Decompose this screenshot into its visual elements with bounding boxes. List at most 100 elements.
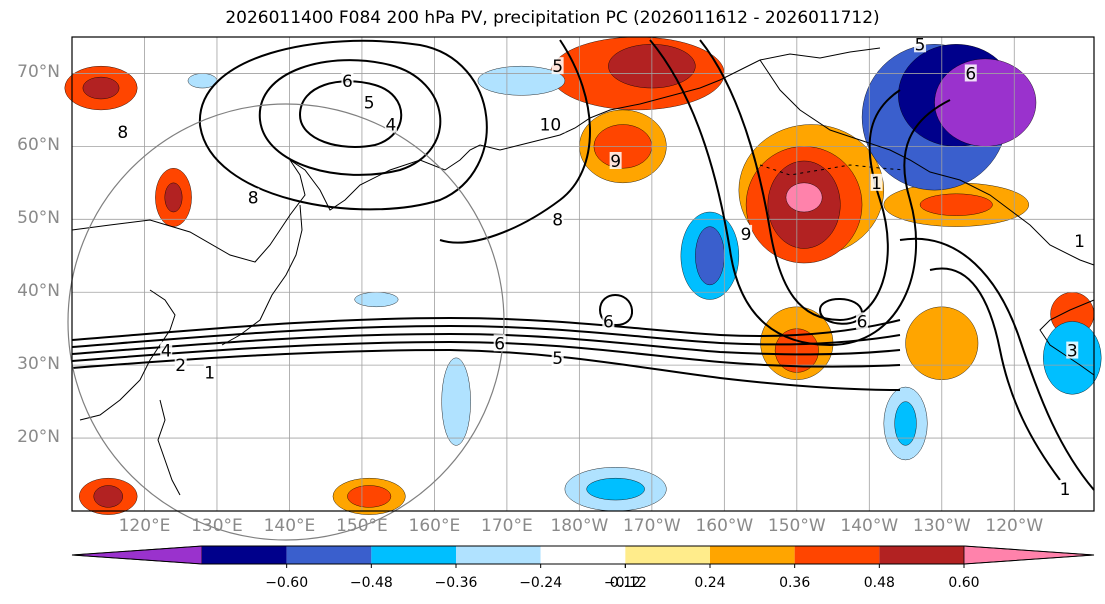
pv-contour-low <box>258 59 442 176</box>
contour-label-background <box>1066 341 1079 359</box>
reference-circle <box>67 103 505 541</box>
colorbar-segment <box>286 546 372 564</box>
pv-contour-ridge <box>439 39 591 244</box>
precip-negative-anomaly <box>586 477 645 501</box>
contour-label: 9 <box>741 225 752 245</box>
contour-label-background <box>544 115 566 133</box>
precip-positive-anomaly <box>347 485 392 508</box>
contour-label-background <box>609 151 622 169</box>
latitude-label: 20°N <box>17 427 60 448</box>
longitude-label: 130°W <box>912 516 971 536</box>
pv-contour-low <box>198 39 488 211</box>
longitude-label: 170°E <box>481 516 533 536</box>
contour-label-background <box>247 188 260 206</box>
graticule <box>72 37 1094 511</box>
aleutian-islands <box>759 164 906 176</box>
colorbar-segment <box>371 546 456 564</box>
contour-label-background <box>1059 480 1072 498</box>
longitude-label: 140°W <box>840 516 899 536</box>
longitude-label: 160°W <box>695 516 754 536</box>
contour-label: 5 <box>552 57 563 77</box>
map-frame <box>71 36 1095 512</box>
contour-label: 8 <box>552 210 563 230</box>
precip-positive-anomaly <box>164 182 183 213</box>
pv-contour-low <box>298 80 403 148</box>
contour-label: 1 <box>871 174 882 194</box>
pv-contour-east <box>899 237 1095 491</box>
precip-negative-anomaly <box>894 401 917 446</box>
colorbar-extend-max <box>963 545 1095 565</box>
contour-label: 1 <box>1060 480 1071 500</box>
contour-label-background <box>116 122 129 140</box>
contour-label-background <box>856 312 869 330</box>
contour-label: 2 <box>175 356 186 376</box>
contour-label: 5 <box>915 35 926 55</box>
contour-label: 4 <box>161 342 172 362</box>
contour-label-background <box>870 173 883 191</box>
longitude-label: 120°E <box>118 516 171 536</box>
contour-label: 6 <box>494 334 505 354</box>
pv-contour-trough <box>699 39 901 322</box>
pv-contour-jet <box>71 332 901 356</box>
contour-label-background <box>551 348 564 366</box>
contour-label: 9 <box>610 152 621 172</box>
longitude-label: 180°W <box>550 516 609 536</box>
colorbar-tick-label: 0.12 <box>609 575 641 591</box>
coastline-philippines <box>157 399 181 496</box>
contour-label: 8 <box>117 123 128 143</box>
coastline-alaska <box>759 59 1095 266</box>
contour-label: 3 <box>1067 342 1078 362</box>
precip-positive-anomaly <box>82 76 120 100</box>
contour-label-background <box>551 210 564 228</box>
precip-negative-anomaly <box>441 357 471 446</box>
colorbar-segment <box>625 546 710 564</box>
contour-label: 5 <box>364 94 375 114</box>
contour-label: 6 <box>342 72 353 92</box>
colorbar-tick-label: 0.36 <box>779 575 811 591</box>
contour-label-background <box>363 93 376 111</box>
contour-label: 6 <box>965 64 976 84</box>
contour-label-background <box>160 341 173 359</box>
longitude-label: 130°E <box>191 516 243 536</box>
contour-label-background <box>341 71 354 89</box>
colorbar-segment <box>879 546 964 564</box>
precip-positive-anomaly <box>93 485 123 508</box>
colorbar-tick-label: −0.48 <box>349 575 393 591</box>
precip-negative-anomaly <box>354 292 399 308</box>
latitude-label: 60°N <box>17 135 60 156</box>
longitude-label: 140°E <box>263 516 316 536</box>
colorbar-tick-label: 0.24 <box>694 575 726 591</box>
contour-label-background <box>1073 232 1086 250</box>
longitude-label: 170°W <box>622 516 681 536</box>
pv-contour-jet <box>71 348 901 391</box>
colorbar-tick-label: −0.12 <box>603 575 647 591</box>
contour-label-background <box>203 363 216 381</box>
contour-label-background <box>174 356 187 374</box>
pv-contour-ring <box>818 298 863 325</box>
colorbar-tick-label: 0.48 <box>863 575 895 591</box>
contour-label: 5 <box>552 349 563 369</box>
latitude-label: 40°N <box>17 281 60 302</box>
pv-contours <box>71 39 1095 491</box>
coastlines <box>71 47 1095 496</box>
pv-contour-trough <box>649 39 951 347</box>
contour-label: 8 <box>248 188 259 208</box>
colorbar <box>71 545 1095 568</box>
precip-positive-anomaly <box>919 193 993 216</box>
coastline-asia <box>71 47 881 263</box>
precip-positive-anomaly <box>785 182 823 213</box>
precip-negative-anomaly <box>695 226 725 286</box>
pv-contour-jet <box>71 340 901 368</box>
figure-title: 2026011400 F084 200 hPa PV, precipitatio… <box>225 8 880 28</box>
coastline-japan <box>221 204 303 346</box>
coastline-north-america <box>1039 299 1095 376</box>
pv-contour-jet <box>71 316 901 341</box>
contour-label: 6 <box>857 312 868 332</box>
contour-label-background <box>602 312 615 330</box>
contour-label-background <box>493 334 506 352</box>
contour-label-background <box>551 57 564 75</box>
longitude-label: 160°E <box>408 516 461 536</box>
pv-contour-east <box>929 267 1061 481</box>
